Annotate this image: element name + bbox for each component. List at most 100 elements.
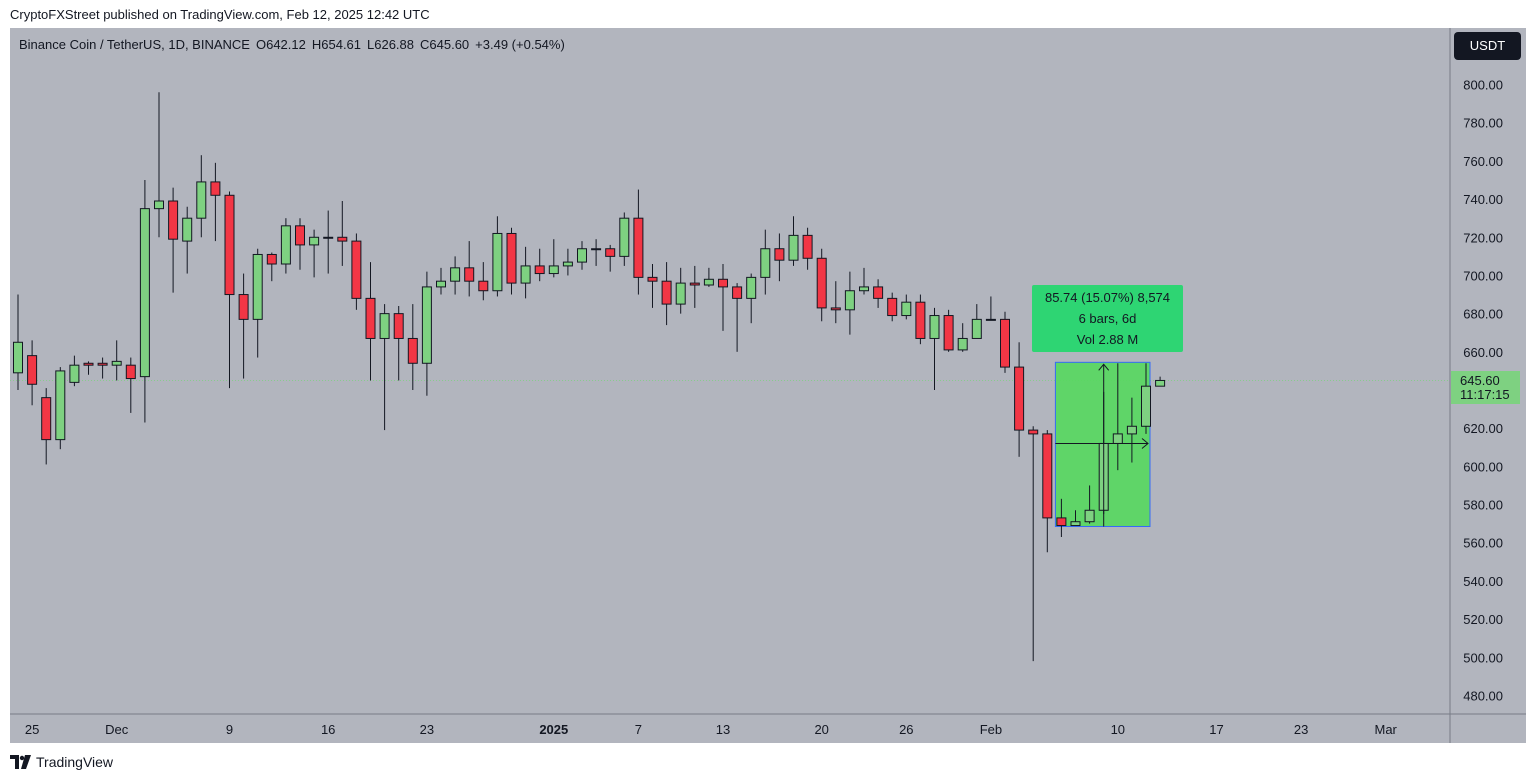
x-tick-label: 23 bbox=[420, 722, 434, 737]
candle-up bbox=[619, 217, 630, 257]
candle-up bbox=[703, 278, 714, 286]
candle-up bbox=[971, 318, 982, 339]
candle-down bbox=[407, 337, 418, 364]
candle-up bbox=[548, 265, 559, 275]
candle-down bbox=[534, 265, 545, 275]
candle-down bbox=[478, 280, 489, 292]
candle-up bbox=[154, 200, 164, 210]
candle-up bbox=[450, 267, 461, 282]
candle-up bbox=[859, 286, 869, 292]
y-tick-label: 740.00 bbox=[1463, 192, 1503, 207]
candle-down bbox=[887, 297, 898, 317]
candle-up bbox=[1155, 379, 1166, 387]
candle-down bbox=[661, 280, 672, 305]
candle-up bbox=[985, 318, 996, 321]
x-tick-label: 16 bbox=[321, 722, 335, 737]
candle-up bbox=[929, 315, 940, 339]
candle-up bbox=[379, 313, 390, 339]
y-tick-label: 500.00 bbox=[1463, 650, 1503, 665]
candle-down bbox=[830, 307, 841, 311]
candle-up bbox=[436, 280, 446, 288]
candle-down bbox=[210, 181, 221, 196]
candle-up bbox=[280, 225, 291, 265]
candle-down bbox=[802, 234, 813, 259]
candle-up bbox=[957, 337, 968, 351]
candle-up bbox=[1084, 509, 1095, 523]
candle-up bbox=[1126, 425, 1137, 435]
candle-down bbox=[915, 301, 926, 339]
candle-down bbox=[774, 248, 785, 261]
candle-up bbox=[788, 234, 799, 261]
ohlc-legend: Binance Coin / TetherUS, 1D, BINANCE O642… bbox=[19, 37, 571, 52]
candle-up bbox=[421, 286, 432, 364]
measure-arrow-head-up bbox=[1098, 363, 1110, 371]
candle-down bbox=[816, 257, 827, 309]
measure-label-bars: 6 bars, 6d bbox=[1079, 311, 1137, 326]
legend-high: H654.61 bbox=[311, 37, 362, 52]
x-tick-label: Feb bbox=[980, 722, 1002, 737]
candle-down bbox=[647, 276, 658, 282]
candle-down bbox=[168, 200, 179, 240]
y-tick-label: 520.00 bbox=[1463, 612, 1503, 627]
candle-down bbox=[1014, 366, 1025, 431]
candle-up bbox=[577, 248, 587, 263]
footer-brand: TradingView bbox=[36, 754, 114, 770]
y-tick-label: 800.00 bbox=[1463, 78, 1503, 93]
candle-down bbox=[1042, 433, 1053, 519]
y-tick-label: 780.00 bbox=[1463, 116, 1503, 131]
candle-down bbox=[732, 286, 743, 299]
candle-down bbox=[83, 362, 94, 366]
candle-down bbox=[1028, 429, 1039, 435]
footer-logo[interactable]: TradingView bbox=[10, 752, 113, 772]
price-axis-label-box bbox=[1451, 371, 1520, 404]
currency-button[interactable]: USDT bbox=[1454, 32, 1521, 60]
candle-down bbox=[633, 217, 644, 278]
candle-down bbox=[41, 397, 52, 441]
candle-down bbox=[238, 294, 249, 320]
y-tick-label: 600.00 bbox=[1463, 459, 1503, 474]
candle-down bbox=[605, 248, 616, 257]
y-tick-label: 700.00 bbox=[1463, 268, 1503, 283]
candle-down bbox=[266, 253, 277, 265]
measure-label-box bbox=[1032, 285, 1183, 352]
measure-label-change: 85.74 (15.07%) 8,574 bbox=[1045, 290, 1170, 305]
candle-down bbox=[943, 315, 954, 351]
candle-up bbox=[55, 370, 66, 441]
candle-down bbox=[125, 364, 136, 380]
candle-up bbox=[1070, 521, 1081, 527]
x-tick-label: 7 bbox=[635, 722, 642, 737]
measure-label-volume: Vol 2.88 M bbox=[1077, 332, 1138, 347]
y-tick-label: 480.00 bbox=[1463, 688, 1503, 703]
candle-up bbox=[309, 236, 320, 246]
candle-up bbox=[323, 236, 334, 239]
candle-up bbox=[1141, 385, 1151, 427]
candle-down bbox=[464, 267, 475, 282]
candle-up bbox=[196, 181, 207, 219]
y-tick-label: 720.00 bbox=[1463, 230, 1503, 245]
chart-background[interactable] bbox=[10, 28, 1526, 743]
legend-low: L626.88 bbox=[367, 37, 415, 52]
x-tick-label: Dec bbox=[105, 722, 129, 737]
published-header: CryptoFXStreet published on TradingView.… bbox=[10, 7, 430, 22]
x-tick-label: 26 bbox=[899, 722, 913, 737]
candle-down bbox=[718, 278, 728, 288]
candle-up bbox=[69, 364, 80, 383]
candle-up bbox=[591, 248, 602, 251]
candle-down bbox=[689, 282, 700, 286]
tradingview-logo-icon bbox=[10, 755, 31, 769]
x-tick-label: 25 bbox=[25, 722, 39, 737]
measure-arrow-head-right bbox=[1141, 438, 1149, 449]
y-tick-label: 620.00 bbox=[1463, 421, 1503, 436]
y-tick-label: 580.00 bbox=[1463, 498, 1503, 513]
x-tick-label: 23 bbox=[1294, 722, 1308, 737]
candle-up bbox=[182, 217, 193, 242]
price-axis-label-value: 645.60 bbox=[1460, 373, 1500, 388]
candle-down bbox=[393, 313, 404, 339]
candle-up bbox=[139, 208, 150, 378]
price-axis-label-countdown: 11:17:15 bbox=[1460, 387, 1510, 402]
candle-up bbox=[1112, 433, 1123, 444]
candle-up bbox=[13, 341, 23, 374]
y-tick-label: 760.00 bbox=[1463, 154, 1503, 169]
candle-up bbox=[520, 265, 531, 284]
